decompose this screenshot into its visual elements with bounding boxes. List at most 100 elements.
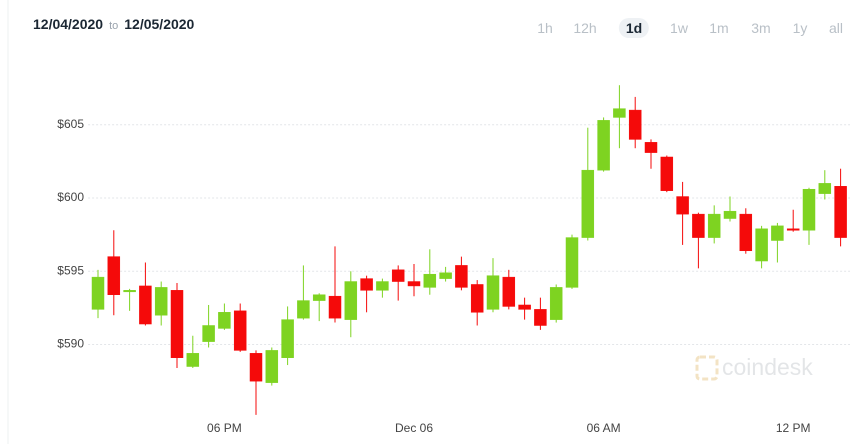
range-button[interactable]: 12h bbox=[573, 20, 597, 36]
candle-body bbox=[628, 109, 642, 140]
candle bbox=[170, 283, 184, 368]
candle-body bbox=[249, 353, 263, 382]
candle bbox=[360, 275, 373, 313]
candle bbox=[739, 208, 753, 254]
candle-body bbox=[439, 272, 452, 279]
range-button[interactable]: 1d bbox=[618, 18, 650, 38]
candle-body bbox=[265, 350, 279, 383]
candle bbox=[344, 271, 358, 338]
candle-body bbox=[123, 290, 136, 293]
x-tick-label: 12 PM bbox=[776, 421, 811, 435]
candle bbox=[297, 265, 310, 320]
candle-body bbox=[613, 108, 626, 118]
date-from[interactable]: 12/04/2020 bbox=[33, 16, 104, 32]
candle-body bbox=[565, 237, 579, 288]
candle-body bbox=[644, 142, 658, 153]
candle bbox=[281, 306, 294, 366]
candle-body bbox=[549, 287, 563, 320]
candle bbox=[534, 297, 547, 330]
candle bbox=[312, 293, 326, 322]
candle bbox=[581, 127, 595, 241]
candle bbox=[834, 168, 847, 247]
candle-body bbox=[660, 156, 674, 191]
y-tick-label: $605 bbox=[57, 117, 84, 131]
x-tick-label: Dec 06 bbox=[395, 421, 433, 435]
candle bbox=[786, 209, 800, 232]
candle-body bbox=[281, 319, 294, 358]
candle bbox=[644, 139, 658, 169]
candle-body bbox=[139, 285, 152, 325]
candle-body bbox=[755, 228, 768, 262]
candle-body bbox=[186, 353, 200, 367]
y-tick-label: $590 bbox=[57, 337, 84, 351]
candle bbox=[123, 288, 136, 311]
range-button[interactable]: all bbox=[828, 20, 844, 36]
watermark-text: coindesk bbox=[722, 354, 813, 380]
candle-body bbox=[692, 213, 705, 238]
candle-body bbox=[107, 256, 121, 295]
candle-body bbox=[771, 225, 784, 241]
candle bbox=[707, 205, 721, 244]
candle-body bbox=[470, 284, 484, 313]
x-tick-label: 06 AM bbox=[587, 421, 621, 435]
candle bbox=[265, 347, 279, 386]
candle bbox=[470, 280, 484, 326]
candle-body bbox=[297, 300, 310, 319]
candle bbox=[565, 234, 579, 289]
candle bbox=[423, 249, 437, 295]
candle-body bbox=[218, 312, 231, 329]
candle-body bbox=[534, 309, 547, 326]
candle bbox=[518, 297, 531, 320]
candle-body bbox=[233, 310, 247, 351]
date-to[interactable]: 12/05/2020 bbox=[124, 16, 195, 32]
candle bbox=[218, 303, 231, 330]
candle bbox=[628, 96, 642, 149]
date-range: 12/04/2020 to 12/05/2020 bbox=[33, 16, 194, 32]
candle-body bbox=[723, 210, 737, 219]
candle bbox=[818, 170, 832, 200]
candle-body bbox=[739, 213, 753, 252]
candle-body bbox=[834, 186, 847, 238]
watermark-logo bbox=[695, 355, 719, 381]
candle-body bbox=[376, 281, 389, 291]
candle bbox=[486, 258, 500, 313]
range-button[interactable]: 3m bbox=[751, 20, 771, 36]
candle bbox=[391, 265, 405, 301]
candle bbox=[692, 212, 705, 269]
range-button[interactable]: 1h bbox=[537, 20, 553, 36]
candle bbox=[249, 350, 263, 415]
candle bbox=[154, 281, 168, 326]
candle-body bbox=[518, 304, 531, 310]
candle-body bbox=[360, 278, 373, 291]
candle bbox=[107, 230, 121, 316]
candle-body bbox=[502, 276, 516, 307]
y-tick-label: $595 bbox=[57, 263, 84, 277]
candle-body bbox=[170, 290, 184, 358]
candle bbox=[771, 222, 784, 263]
candle bbox=[802, 187, 816, 245]
candle bbox=[755, 225, 768, 269]
candle bbox=[455, 256, 468, 291]
candle bbox=[723, 196, 737, 222]
candle bbox=[202, 304, 215, 348]
candle bbox=[233, 303, 247, 352]
range-button[interactable]: 1y bbox=[792, 20, 808, 36]
candle bbox=[502, 269, 516, 310]
candle bbox=[376, 278, 389, 298]
candle-body bbox=[707, 213, 721, 238]
range-button[interactable]: 1w bbox=[670, 20, 688, 36]
candle-body bbox=[407, 281, 421, 287]
candle-body bbox=[344, 281, 358, 320]
watermark: coindesk bbox=[695, 354, 813, 381]
candle-body bbox=[312, 294, 326, 301]
range-button[interactable]: 1m bbox=[709, 20, 729, 36]
candle bbox=[549, 284, 563, 323]
candle-body bbox=[786, 228, 800, 231]
candle-body bbox=[423, 273, 437, 288]
candle bbox=[613, 85, 626, 149]
candle-body bbox=[154, 287, 168, 316]
candle bbox=[328, 246, 342, 323]
candle bbox=[186, 335, 200, 368]
